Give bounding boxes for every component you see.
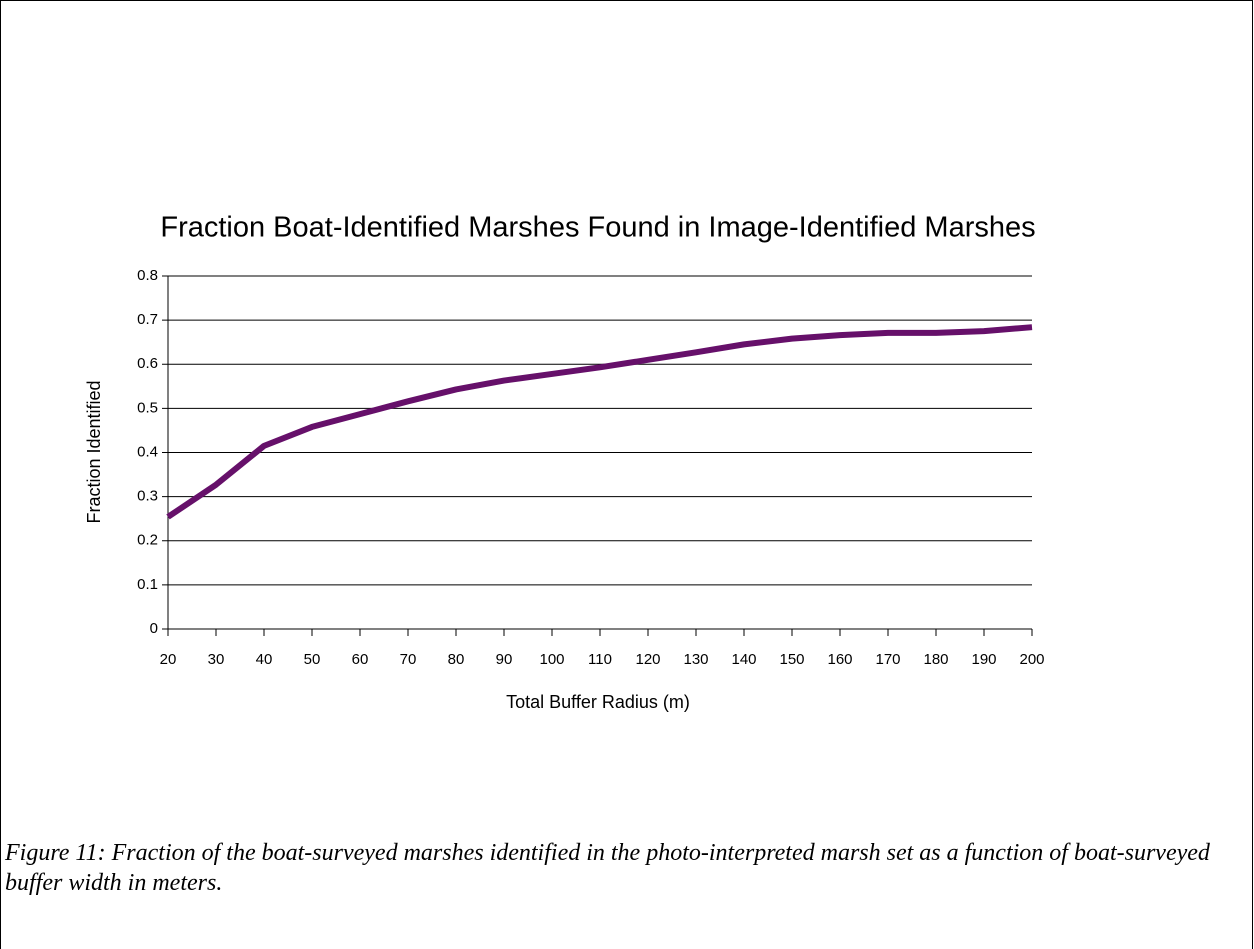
y-tick-label: 0.5 — [137, 399, 158, 416]
data-line — [166, 324, 1033, 520]
x-tick-label: 110 — [588, 651, 612, 668]
y-axis-label: Fraction Identified — [84, 380, 104, 523]
x-tick-label: 140 — [731, 651, 756, 668]
x-tick-label: 100 — [539, 651, 564, 668]
x-axis-label: Total Buffer Radius (m) — [506, 692, 690, 712]
x-tick-label: 60 — [352, 651, 369, 668]
x-tick-label: 30 — [208, 651, 225, 668]
y-tick-label: 0 — [150, 620, 158, 637]
y-tick-label: 0.1 — [137, 576, 158, 593]
y-tick-label: 0.4 — [137, 443, 158, 460]
chart-title: Fraction Boat-Identified Marshes Found i… — [160, 212, 1035, 244]
x-tick-label: 40 — [256, 651, 273, 668]
x-tick-label: 180 — [923, 651, 948, 668]
x-tick-label: 80 — [448, 651, 465, 668]
y-tick-label: 0.8 — [137, 267, 158, 284]
y-tick-label: 0.2 — [137, 532, 158, 549]
x-tick-label: 90 — [496, 651, 513, 668]
y-tick-label: 0.7 — [137, 311, 158, 328]
figure-caption: Figure 11: Fraction of the boat-surveyed… — [5, 840, 1210, 896]
x-tick-label: 160 — [827, 651, 852, 668]
x-tick-label: 50 — [304, 651, 321, 668]
y-tick-label: 0.6 — [137, 355, 158, 372]
x-tick-label: 200 — [1019, 651, 1044, 668]
x-tick-label: 170 — [875, 651, 900, 668]
x-tick-label: 190 — [971, 651, 996, 668]
y-tick-label: 0.3 — [137, 488, 158, 505]
x-tick-label: 120 — [635, 651, 660, 668]
x-tick-label: 130 — [683, 651, 708, 668]
x-tick-label: 150 — [779, 651, 804, 668]
x-tick-label: 20 — [160, 651, 177, 668]
x-tick-label: 70 — [400, 651, 417, 668]
